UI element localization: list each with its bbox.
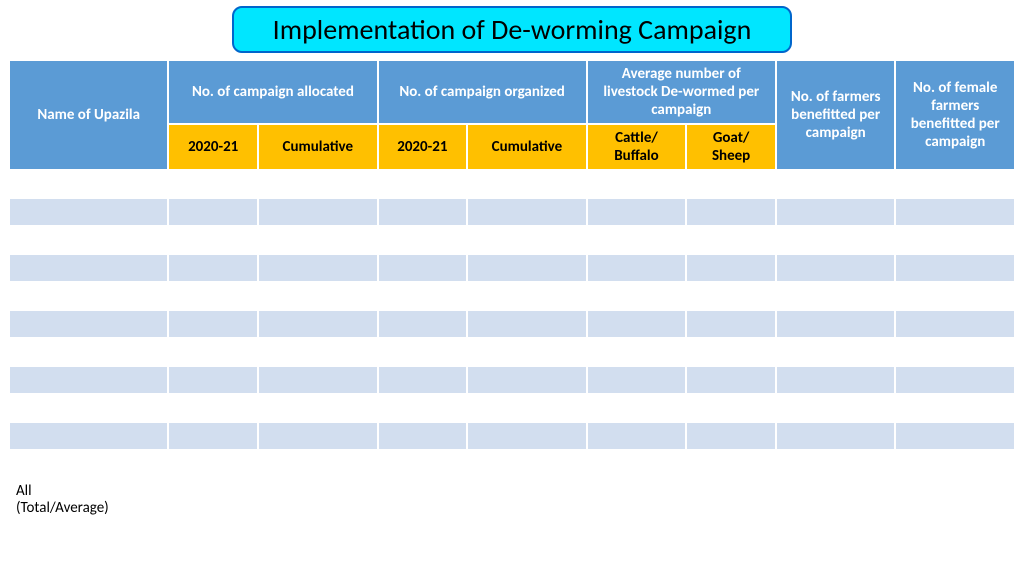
sub-goat: Goat/ Sheep	[686, 124, 776, 170]
sub-allocated-2020: 2020-21	[168, 124, 258, 170]
table-row	[9, 422, 1015, 450]
col-farmers: No. of farmers benefitted per campaign	[776, 60, 896, 170]
table-footer-row: All (Total/Average)	[9, 478, 1015, 521]
col-female-farmers: No. of female farmers benefitted per cam…	[895, 60, 1015, 170]
table-row	[9, 394, 1015, 422]
sub-allocated-cum: Cumulative	[258, 124, 378, 170]
table-row	[9, 282, 1015, 310]
sub-organized-cum: Cumulative	[467, 124, 587, 170]
page-title: Implementation of De-worming Campaign	[232, 6, 792, 53]
table-container: Name of Upazila No. of campaign allocate…	[0, 53, 1024, 522]
table-row	[9, 338, 1015, 366]
table-row	[9, 198, 1015, 226]
header-row-1: Name of Upazila No. of campaign allocate…	[9, 60, 1015, 124]
table-row	[9, 226, 1015, 254]
col-organized: No. of campaign organized	[378, 60, 587, 124]
footer-label-1: All	[16, 483, 161, 500]
col-avg-livestock: Average number of livestock De-wormed pe…	[587, 60, 776, 124]
table-row	[9, 170, 1015, 198]
sub-cattle: Cattle/ Buffalo	[587, 124, 687, 170]
table-row	[9, 366, 1015, 394]
table-row	[9, 450, 1015, 478]
table-row	[9, 310, 1015, 338]
col-allocated: No. of campaign allocated	[168, 60, 377, 124]
deworming-table: Name of Upazila No. of campaign allocate…	[8, 59, 1016, 522]
col-upazila: Name of Upazila	[9, 60, 168, 170]
footer-label-2: (Total/Average)	[16, 500, 161, 517]
sub-organized-2020: 2020-21	[378, 124, 468, 170]
table-row	[9, 254, 1015, 282]
